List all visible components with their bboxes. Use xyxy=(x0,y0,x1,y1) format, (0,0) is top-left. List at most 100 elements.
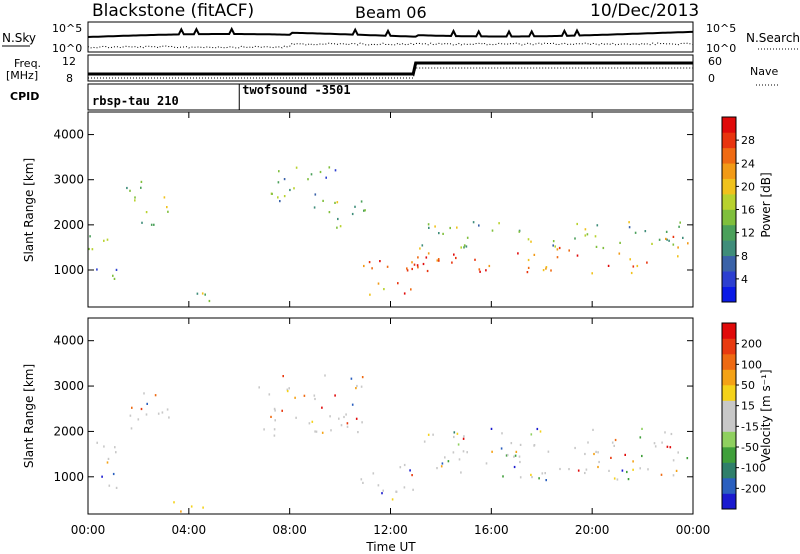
heatmap-cell xyxy=(677,451,679,454)
heatmap-cell xyxy=(321,406,323,409)
heatmap-cell xyxy=(340,424,343,427)
heatmap-cell xyxy=(478,224,480,227)
heatmap-cell xyxy=(395,490,397,493)
colorbar-tick-label: 16 xyxy=(741,204,755,217)
heatmap-cell xyxy=(434,225,436,228)
heatmap-cell xyxy=(113,277,116,280)
power-x-axis xyxy=(87,112,694,307)
heatmap-cell xyxy=(675,469,678,472)
heatmap-cell xyxy=(432,433,434,436)
heatmap-cell xyxy=(518,455,521,458)
cpid-label: CPID xyxy=(10,90,39,103)
heatmap-cell xyxy=(112,274,114,277)
heatmap-cell xyxy=(202,506,204,509)
heatmap-cell xyxy=(282,375,284,378)
heatmap-cell xyxy=(88,247,90,251)
heatmap-cell xyxy=(670,432,673,436)
heatmap-cell xyxy=(559,467,561,471)
heatmap-cell xyxy=(632,265,635,268)
heatmap-cell xyxy=(616,478,619,481)
heatmap-cell xyxy=(677,255,679,258)
heatmap-cell xyxy=(453,435,455,439)
heatmap-cell xyxy=(513,455,515,458)
heatmap-cell xyxy=(556,256,559,259)
nave-tick-top: 60 xyxy=(708,55,722,68)
heatmap-cell xyxy=(647,468,649,471)
heatmap-cell xyxy=(474,258,476,261)
heatmap-cell xyxy=(634,231,637,234)
colorbar-swatch xyxy=(722,194,736,210)
heatmap-cell xyxy=(460,246,462,249)
heatmap-cell xyxy=(463,246,465,249)
heatmap-cell xyxy=(294,396,296,399)
heatmap-cell xyxy=(360,478,363,481)
heatmap-cell xyxy=(584,452,586,456)
heatmap-cell xyxy=(413,263,416,266)
colorbar-tick-label: 12 xyxy=(741,227,755,240)
heatmap-cell xyxy=(346,422,349,425)
heatmap-cell xyxy=(112,472,115,476)
freq-panel: Freq. [MHz] 12 8 Nave 60 0 xyxy=(6,54,780,86)
heatmap-cell xyxy=(490,427,493,430)
heatmap-cell xyxy=(204,293,206,296)
heatmap-cell xyxy=(577,469,580,472)
heatmap-cell xyxy=(134,199,136,202)
heatmap-cell xyxy=(166,408,169,411)
beam-label: Beam 06 xyxy=(355,3,427,22)
heatmap-cell xyxy=(545,267,547,270)
colorbar-tick-label: 4 xyxy=(741,273,748,286)
heatmap-cell xyxy=(654,445,657,448)
heatmap-cell xyxy=(377,282,380,285)
heatmap-cell xyxy=(101,475,103,478)
x-tick-label: 00:00 xyxy=(71,523,106,537)
heatmap-cell xyxy=(360,200,363,203)
colorbar-tick-label: 15 xyxy=(741,400,755,413)
heatmap-cell xyxy=(334,201,336,204)
heatmap-cell xyxy=(666,238,668,241)
nave-label: Nave xyxy=(750,65,778,78)
heatmap-cell xyxy=(441,462,444,465)
velocity-heatmap xyxy=(96,374,689,513)
heatmap-cell xyxy=(315,430,318,433)
heatmap-cell xyxy=(462,437,465,440)
heatmap-cell xyxy=(141,221,143,224)
heatmap-cell xyxy=(283,178,286,181)
heatmap-cell xyxy=(427,223,430,226)
heatmap-cell xyxy=(411,261,413,264)
heatmap-cell xyxy=(607,264,610,267)
heatmap-cell xyxy=(672,474,675,477)
heatmap-cell xyxy=(134,196,136,199)
heatmap-cell xyxy=(636,264,639,268)
nsearch-tick-top: 10^5 xyxy=(706,22,736,35)
heatmap-cell xyxy=(143,392,145,395)
heatmap-cell xyxy=(452,451,455,454)
heatmap-cell xyxy=(274,419,276,422)
heatmap-cell xyxy=(329,415,331,418)
heatmap-cell xyxy=(303,394,306,397)
heatmap-cell xyxy=(379,260,381,263)
heatmap-cell xyxy=(536,427,539,431)
heatmap-cell xyxy=(103,239,105,242)
colorbar-tick-label: 28 xyxy=(741,134,755,147)
heatmap-cell xyxy=(411,267,413,271)
y-tick-label: 3000 xyxy=(53,173,84,187)
heatmap-cell xyxy=(336,226,338,229)
heatmap-cell xyxy=(351,403,354,406)
colorbar-swatch xyxy=(722,240,736,257)
heatmap-cell xyxy=(646,261,648,264)
heatmap-cell xyxy=(96,268,98,271)
heatmap-cell xyxy=(153,223,155,226)
heatmap-cell xyxy=(103,445,105,448)
heatmap-cell xyxy=(421,244,424,247)
heatmap-cell xyxy=(658,238,661,241)
y-tick-label: 2000 xyxy=(53,218,84,232)
heatmap-cell xyxy=(403,486,406,489)
heatmap-cell xyxy=(426,269,429,273)
heatmap-cell xyxy=(597,465,599,469)
heatmap-cell xyxy=(403,463,406,467)
heatmap-cell xyxy=(614,438,617,442)
heatmap-cell xyxy=(157,412,160,415)
heatmap-cell xyxy=(491,450,493,453)
heatmap-cell xyxy=(381,492,383,495)
heatmap-cell xyxy=(167,210,169,213)
